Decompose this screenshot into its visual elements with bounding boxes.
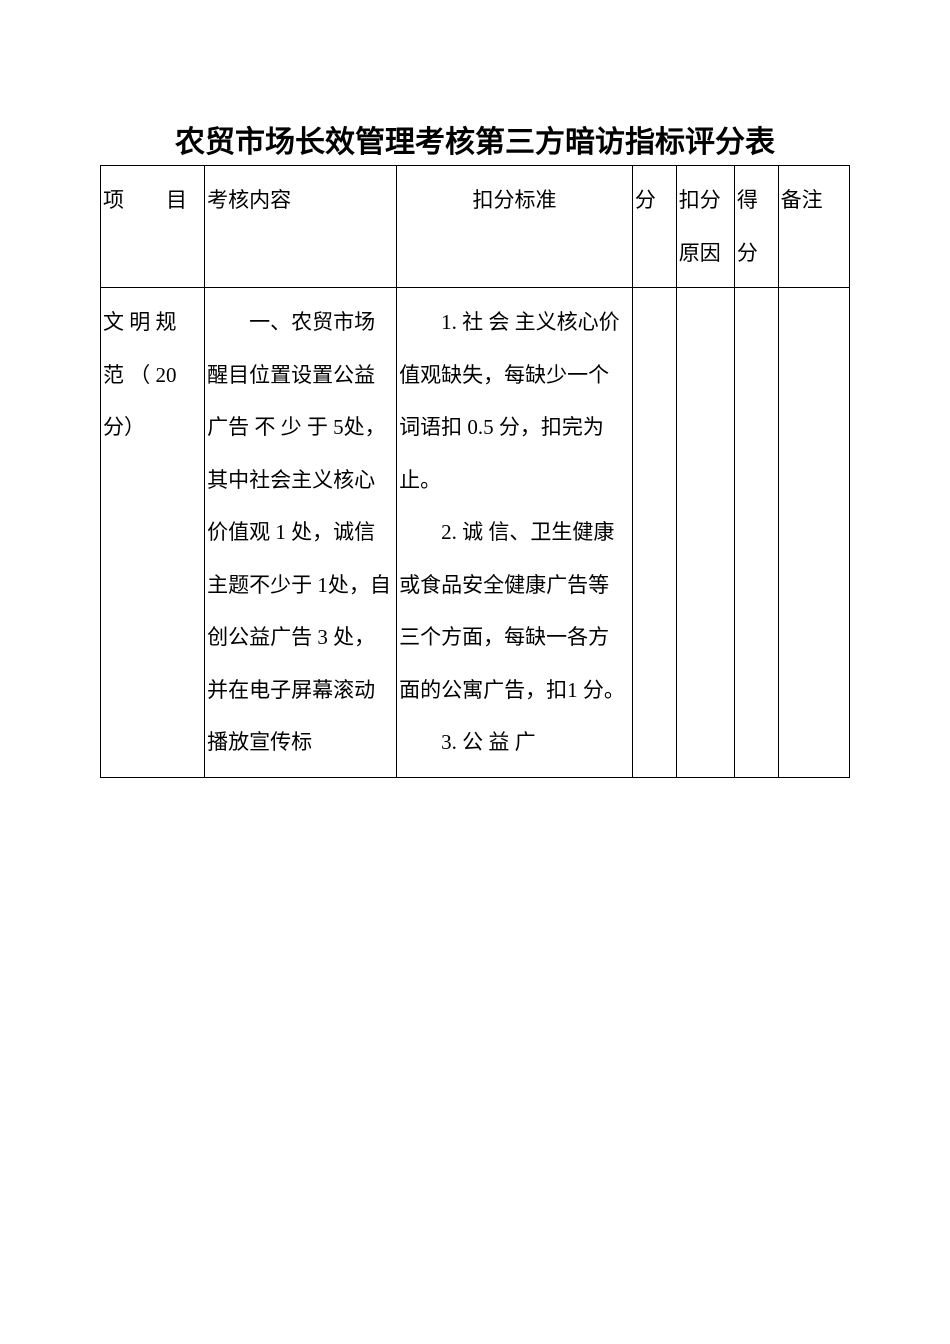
cell-content: 一、农贸市场醒目位置设置公益广告 不 少 于 5处，其中社会主义核心价值观 1 … [205,288,397,778]
cell-got [734,288,778,778]
header-content: 考核内容 [205,166,397,288]
cell-reason [676,288,734,778]
header-criteria: 扣分标准 [397,166,633,288]
criteria-1: 1. 社 会 主义核心价值观缺失，每缺少一个词语扣 0.5 分，扣完为止。 [399,296,630,506]
cell-score [632,288,676,778]
cell-criteria: 1. 社 会 主义核心价值观缺失，每缺少一个词语扣 0.5 分，扣完为止。 2.… [397,288,633,778]
criteria-3: 3. 公 益 广 [399,716,630,769]
header-score: 分 [632,166,676,288]
header-got: 得分 [734,166,778,288]
document-title: 农贸市场长效管理考核第三方暗访指标评分表 [100,120,850,165]
data-row: 文 明 规 范 （ 20分） 一、农贸市场醒目位置设置公益广告 不 少 于 5处… [101,288,850,778]
score-table: 项 目 考核内容 扣分标准 分 扣分原因 得分 备注 文 明 规 范 （ 20分… [100,165,850,778]
cell-note [778,288,849,778]
criteria-2: 2. 诚 信、卫生健康或食品安全健康广告等三个方面，每缺一各方面的公寓广告，扣1… [399,506,630,716]
cell-project: 文 明 规 范 （ 20分） [101,288,205,778]
header-reason: 扣分原因 [676,166,734,288]
header-project: 项 目 [101,166,205,288]
header-note: 备注 [778,166,849,288]
header-row: 项 目 考核内容 扣分标准 分 扣分原因 得分 备注 [101,166,850,288]
